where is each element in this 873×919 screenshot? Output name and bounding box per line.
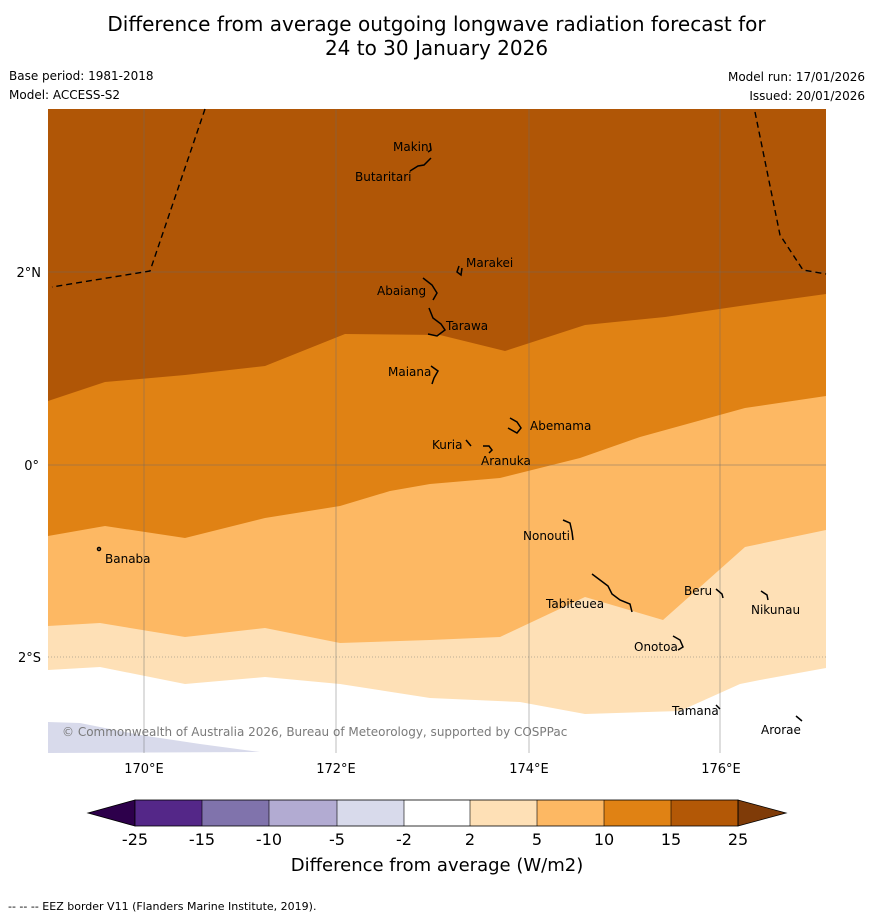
colorbar-cell-5-10 bbox=[537, 800, 604, 826]
label-makin: Makin bbox=[393, 140, 429, 154]
graticule bbox=[48, 109, 826, 753]
label-butaritari: Butaritari bbox=[355, 170, 412, 184]
colorbar-cell-m5-m2 bbox=[337, 800, 404, 826]
label-maiana: Maiana bbox=[388, 365, 431, 379]
label-onotoa: Onotoa bbox=[634, 640, 678, 654]
colorbar-tick: -5 bbox=[329, 830, 345, 849]
forecast-bands bbox=[48, 109, 826, 753]
label-abemama: Abemama bbox=[530, 419, 591, 433]
lon-label-172e: 172°E bbox=[316, 762, 356, 777]
lon-label-170e: 170°E bbox=[124, 762, 164, 777]
aranuka-outline bbox=[483, 445, 493, 454]
label-kuria: Kuria bbox=[432, 438, 463, 452]
label-aranuka: Aranuka bbox=[481, 454, 531, 468]
onotoa-outline bbox=[672, 635, 684, 651]
abemama-outline bbox=[507, 417, 522, 434]
title-line-1: Difference from average outgoing longwav… bbox=[107, 12, 766, 36]
label-tamana: Tamana bbox=[671, 704, 719, 718]
base-period: Base period: 1981-2018 bbox=[9, 69, 154, 83]
label-banaba: Banaba bbox=[105, 552, 151, 566]
title-line-2: 24 to 30 January 2026 bbox=[324, 36, 549, 60]
colorbar-cell-15-25 bbox=[671, 800, 738, 826]
model-run-date: Model run: 17/01/2026 bbox=[727, 70, 865, 84]
lat-label-0: 0° bbox=[24, 459, 39, 474]
abaiang-outline bbox=[422, 277, 438, 301]
colorbar-frame bbox=[134, 799, 739, 827]
island-labels: Makin Butaritari Marakei Abaiang Tarawa … bbox=[105, 140, 801, 737]
colorbar-cell-2-5 bbox=[470, 800, 537, 826]
nikunau-outline bbox=[760, 590, 769, 601]
colorbar-tick: 25 bbox=[728, 830, 748, 849]
label-tabiteuea: Tabiteuea bbox=[545, 597, 604, 611]
colorbar-tick: -15 bbox=[189, 830, 215, 849]
colorbar-tick: 5 bbox=[532, 830, 542, 849]
colorbar-legend: -25 -15 -10 -5 -2 2 5 10 15 25 Differenc… bbox=[86, 799, 788, 876]
tamana-outline bbox=[715, 704, 721, 710]
makin-outline bbox=[427, 142, 432, 153]
butaritari-outline bbox=[409, 157, 432, 172]
lat-label-2s: 2°S bbox=[18, 651, 41, 666]
band-minus5-minus2 bbox=[48, 722, 260, 753]
label-arorae: Arorae bbox=[761, 723, 801, 737]
colorbar-tick: 10 bbox=[594, 830, 614, 849]
maiana-outline bbox=[430, 365, 439, 385]
colorbar-tick: -10 bbox=[256, 830, 282, 849]
label-beru: Beru bbox=[684, 584, 712, 598]
colorbar-cell-10-15 bbox=[604, 800, 671, 826]
colorbar-cell-m15-m10 bbox=[202, 800, 269, 826]
label-marakei: Marakei bbox=[466, 256, 513, 270]
copyright-notice: © Commonwealth of Australia 2026, Bureau… bbox=[62, 725, 567, 739]
colorbar-cell-m10-m5 bbox=[269, 800, 337, 826]
eez-note: -- -- -- EEZ border V11 (Flanders Marine… bbox=[8, 900, 317, 913]
label-tarawa: Tarawa bbox=[445, 319, 488, 333]
colorbar-high-extension bbox=[737, 799, 788, 827]
lat-label-2n: 2°N bbox=[17, 266, 42, 281]
axis-labels: 170°E 172°E 174°E 176°E 2°N 0° 2°S bbox=[17, 266, 741, 777]
marakei-outline bbox=[456, 265, 463, 277]
issued-date: Issued: 20/01/2026 bbox=[749, 89, 865, 103]
model-name: Model: ACCESS-S2 bbox=[9, 88, 121, 102]
kuria-outline bbox=[465, 439, 472, 447]
label-nonouti: Nonouti bbox=[523, 529, 570, 543]
tabiteuea-outline bbox=[591, 573, 633, 613]
nonouti-outline bbox=[562, 519, 574, 541]
eez-borders bbox=[51, 108, 827, 288]
label-nikunau: Nikunau bbox=[751, 603, 800, 617]
colorbar-tick: 15 bbox=[661, 830, 681, 849]
colorbar-low-extension bbox=[86, 799, 136, 827]
lon-label-176e: 176°E bbox=[701, 762, 741, 777]
colorbar-cell-m2-2 bbox=[404, 800, 470, 826]
tarawa-outline bbox=[427, 307, 447, 337]
band-15-25 bbox=[48, 109, 826, 401]
island-outlines bbox=[96, 142, 803, 722]
colorbar-tick: 2 bbox=[465, 830, 475, 849]
colorbar-label: Difference from average (W/m2) bbox=[291, 855, 583, 876]
eez-border-east bbox=[754, 111, 827, 275]
colorbar-tick: -25 bbox=[122, 830, 148, 849]
beru-outline bbox=[715, 588, 724, 599]
lon-label-174e: 174°E bbox=[509, 762, 549, 777]
banaba-outline bbox=[96, 546, 102, 552]
arorae-outline bbox=[795, 715, 803, 722]
colorbar-tick: -2 bbox=[396, 830, 412, 849]
eez-border-west bbox=[51, 108, 206, 288]
colorbar-cell-m25-m15 bbox=[135, 800, 202, 826]
label-abaiang: Abaiang bbox=[377, 284, 426, 298]
